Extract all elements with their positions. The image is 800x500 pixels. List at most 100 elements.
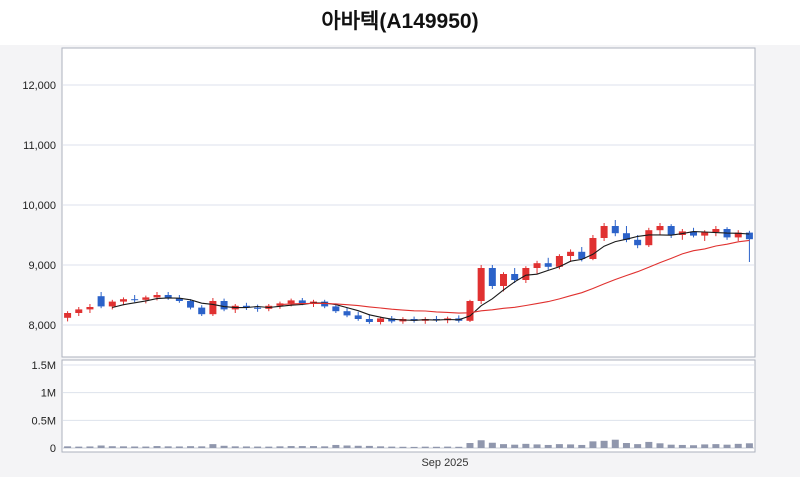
candle-body (209, 301, 217, 315)
volume-bar (108, 446, 116, 448)
volume-bar (477, 440, 485, 448)
volume-bar (410, 446, 418, 448)
candle-body (555, 256, 563, 267)
volume-bar (432, 446, 440, 448)
volume-bar (198, 446, 206, 448)
volume-bar (745, 443, 753, 448)
candle-body (667, 226, 675, 235)
candle-body (254, 307, 262, 309)
candle-body (175, 298, 183, 301)
candle-body (611, 226, 619, 234)
candle-body (500, 274, 508, 286)
candle-body (187, 301, 195, 308)
volume-bar (589, 441, 597, 448)
candle-body (701, 232, 709, 236)
candle-body (276, 303, 284, 306)
candle-body (745, 232, 753, 240)
volume-bar (578, 444, 586, 448)
candle-body (634, 239, 642, 246)
candle-body (600, 226, 608, 238)
volume-bar (97, 445, 105, 448)
volume-bar (119, 446, 127, 448)
volume-bar (690, 445, 698, 448)
candle-body (656, 226, 664, 231)
volume-bar (298, 446, 306, 448)
candle-body (522, 268, 530, 280)
candle-body (86, 307, 94, 310)
volume-bar (242, 446, 250, 448)
candle-body (578, 251, 586, 259)
candle-body (220, 301, 228, 310)
volume-axis-labels: 1.5M 1M 0.5M 0 (32, 360, 56, 455)
volume-bar (678, 444, 686, 448)
volume-bar (600, 440, 608, 448)
candle-body (377, 318, 385, 322)
candle-body (298, 300, 306, 304)
volume-bar (399, 446, 407, 448)
volume-bar (421, 446, 429, 448)
volume-bar (734, 443, 742, 448)
price-gridlines (63, 84, 754, 326)
candle-body (388, 318, 396, 322)
volume-bar (321, 446, 329, 448)
candle-body (589, 238, 597, 259)
axis-label: 0.5M (32, 415, 56, 427)
candle-body (142, 297, 150, 300)
volume-bar (231, 446, 239, 448)
axis-label: 1M (41, 388, 56, 400)
volume-bar (488, 442, 496, 448)
axis-label: 8,000 (28, 320, 56, 332)
candle-body (690, 231, 698, 236)
candle-body (544, 263, 552, 267)
candle-body (477, 268, 485, 301)
volume-bar (220, 445, 228, 448)
volume-bar (209, 444, 217, 448)
candle-body (511, 274, 519, 280)
volume-bar (511, 444, 519, 448)
volume-bar (622, 443, 630, 448)
candle-body (343, 311, 351, 316)
candle-body (97, 296, 105, 307)
axis-label: 9,000 (28, 260, 56, 272)
volume-panel (61, 359, 756, 453)
candle-body (533, 263, 541, 268)
volume-bar (656, 443, 664, 448)
volume-bar (701, 444, 709, 448)
volume-bar (175, 446, 183, 448)
volume-bar (455, 446, 463, 448)
candlestick-volume-chart: 12,000 11,000 10,000 9,000 8,000 1.5M 1M 0.5M 0 S… (0, 45, 800, 477)
candle-body (365, 319, 373, 322)
axis-label: 11,000 (23, 140, 56, 152)
candle-body (567, 251, 575, 256)
axis-label: 0 (50, 443, 56, 455)
volume-bar (444, 446, 452, 448)
volume-bar (645, 441, 653, 448)
candle-body (645, 230, 653, 246)
volume-bar (500, 444, 508, 448)
candle-body (712, 229, 720, 232)
candle-body (164, 295, 172, 298)
volume-bar (75, 446, 83, 448)
axis-label: 1.5M (32, 360, 56, 372)
candle-body (75, 309, 83, 313)
volume-bar (254, 446, 262, 448)
volume-bar (567, 444, 575, 448)
volume-bars-group (64, 439, 753, 448)
volume-bar (365, 445, 373, 448)
candle-body (321, 301, 329, 307)
price-axis-labels: 12,000 11,000 10,000 9,000 8,000 (22, 80, 56, 332)
candle-body (354, 315, 362, 319)
candle-body (119, 299, 127, 302)
ma-long-line (279, 239, 750, 314)
volume-bar (142, 446, 150, 448)
volume-bar (64, 446, 72, 448)
price-panel (61, 47, 756, 358)
candle-body (242, 305, 250, 308)
volume-bar (187, 446, 195, 448)
volume-bar (332, 444, 340, 448)
axis-label: 10,000 (22, 200, 56, 212)
volume-bar (533, 444, 541, 448)
volume-bar (388, 446, 396, 448)
candle-body (131, 299, 139, 301)
